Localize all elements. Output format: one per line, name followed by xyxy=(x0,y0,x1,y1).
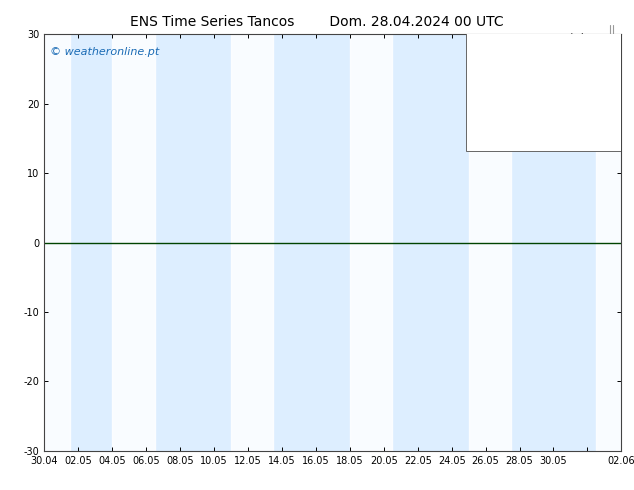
Text: min/max: min/max xyxy=(561,33,604,44)
Bar xyxy=(112,34,155,451)
Text: Ensemble mean run: Ensemble mean run xyxy=(505,92,604,102)
Text: Controll run: Controll run xyxy=(547,121,604,131)
Text: © weatheronline.pt: © weatheronline.pt xyxy=(50,47,159,57)
Bar xyxy=(469,34,511,451)
FancyBboxPatch shape xyxy=(607,57,634,78)
Bar xyxy=(350,34,392,451)
Text: ENS Time Series Tancos        Dom. 28.04.2024 00 UTC: ENS Time Series Tancos Dom. 28.04.2024 0… xyxy=(130,15,504,29)
Bar xyxy=(596,34,621,451)
Bar xyxy=(44,34,70,451)
Bar xyxy=(231,34,273,451)
FancyBboxPatch shape xyxy=(465,30,627,151)
Text: Desvio padr tilde;o: Desvio padr tilde;o xyxy=(512,63,604,73)
